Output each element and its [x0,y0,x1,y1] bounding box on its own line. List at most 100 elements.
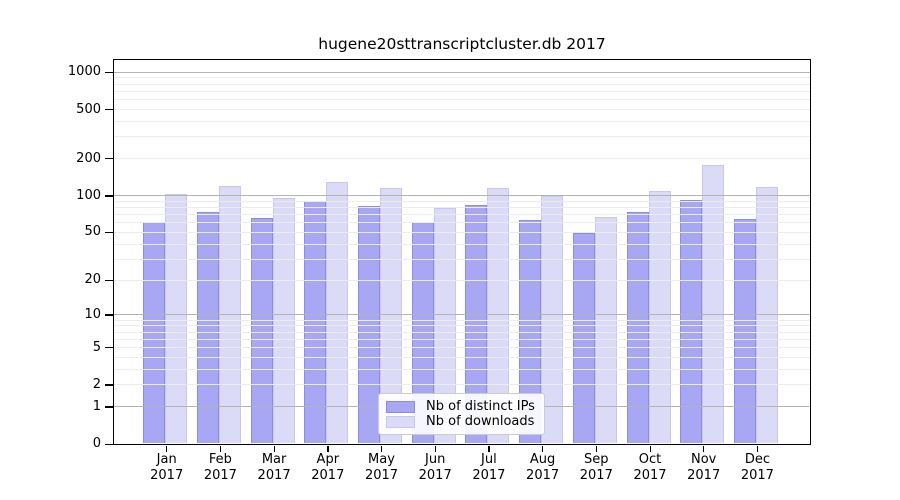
y-tick-label: 500 [76,101,101,117]
minor-gridline [114,325,810,327]
distinct-ips-bar-oct [626,211,649,444]
x-tick [595,445,598,452]
x-tick-label: Apr 2017 [311,452,345,483]
x-tick [434,445,436,452]
major-gridline [114,71,810,73]
y-tick-label: 2 [92,376,101,392]
x-tick [166,445,168,452]
legend-entry-distinct-ips: Nb of distinct IPs [386,400,536,414]
x-tick-label: May 2017 [364,452,399,483]
y-tick [105,384,113,386]
minor-gridline [114,258,810,260]
minor-gridline [114,90,810,92]
y-tick [105,279,113,281]
y-tick-label: 10 [84,306,101,322]
distinct-ips-bar-feb [196,211,219,444]
distinct-ips-bar-may [358,206,380,444]
distinct-ips-bar-dec [733,218,756,444]
y-tick [105,71,113,74]
y-tick [105,406,113,408]
minor-gridline [114,338,810,340]
x-tick-label: Aug 2017 [526,452,560,483]
downloads-bar-apr [326,181,349,444]
x-tick-label: Nov 2017 [687,452,721,483]
minor-gridline [114,384,810,386]
x-tick-label: Jul 2017 [472,452,506,483]
minor-gridline [114,368,810,370]
y-tick [105,158,113,160]
y-tick [105,109,113,111]
x-tick [756,445,759,452]
x-tick-label: Sep 2017 [579,452,613,483]
x-tick-label: Oct 2017 [633,452,667,483]
y-tick-label: 1 [92,398,101,414]
minor-gridline [114,77,810,79]
chart-title: hugene20sttranscriptcluster.db 2017 [318,35,606,53]
minor-gridline [114,347,810,349]
x-tick [273,445,275,452]
x-tick-label: Mar 2017 [257,452,291,483]
x-tick-label: Dec 2017 [740,452,774,483]
minor-gridline [114,222,810,224]
minor-gridline [114,331,810,333]
downloads-bar-nov [702,164,725,444]
x-tick [649,445,651,452]
legend-label-downloads: Nb of downloads [426,414,535,429]
y-tick-label: 5 [92,339,101,355]
x-tick-label: Jun 2017 [418,452,452,483]
distinct-ips-bar-jul [465,205,488,444]
y-tick [105,314,113,316]
downloads-bar-may [380,187,402,444]
downloads-bar-jul [487,187,510,444]
y-tick-label: 50 [84,224,101,240]
y-tick-label: 200 [76,150,101,166]
minor-gridline [114,214,810,216]
legend-swatch-distinct-ips [386,401,415,413]
minor-gridline [114,279,810,281]
x-tick-label: Feb 2017 [203,452,237,483]
y-tick-label: 0 [92,436,101,451]
minor-gridline [114,83,810,85]
legend-label-distinct-ips: Nb of distinct IPs [426,399,535,414]
distinct-ips-bar-mar [250,218,273,444]
y-tick-label: 1000 [67,64,101,80]
minor-gridline [114,158,810,160]
major-gridline [114,195,810,197]
x-tick [381,445,383,452]
distinct-ips-bar-sep [572,233,595,444]
minor-gridline [114,136,810,138]
y-tick-label: 20 [84,272,101,288]
minor-gridline [114,121,810,123]
x-tick [542,445,544,452]
legend-swatch-downloads [386,416,415,428]
minor-gridline [114,109,810,111]
minor-gridline [114,231,810,233]
minor-gridline [114,200,810,202]
minor-gridline [114,99,810,101]
y-tick [105,347,113,349]
plot-area [113,58,811,445]
x-tick [703,445,705,452]
distinct-ips-bar-jan [143,222,166,444]
downloads-bar-jan [165,193,188,444]
distinct-ips-bar-apr [304,201,327,444]
minor-gridline [114,243,810,245]
y-tick [105,195,113,197]
x-tick [327,445,329,452]
legend-entry-downloads: Nb of downloads [386,415,536,429]
x-tick-label: Jan 2017 [150,452,184,483]
y-tick-label: 100 [76,187,101,203]
major-gridline [114,314,810,316]
x-tick [219,445,222,452]
y-tick [105,443,113,445]
distinct-ips-bar-aug [519,219,542,444]
minor-gridline [114,319,810,321]
distinct-ips-bar-nov [680,200,703,444]
x-tick [488,445,490,452]
minor-gridline [114,207,810,209]
y-tick [105,231,113,234]
legend: Nb of distinct IPs Nb of downloads [378,393,545,435]
downloads-bar-sep [594,217,617,444]
downloads-bar-oct [648,191,671,444]
